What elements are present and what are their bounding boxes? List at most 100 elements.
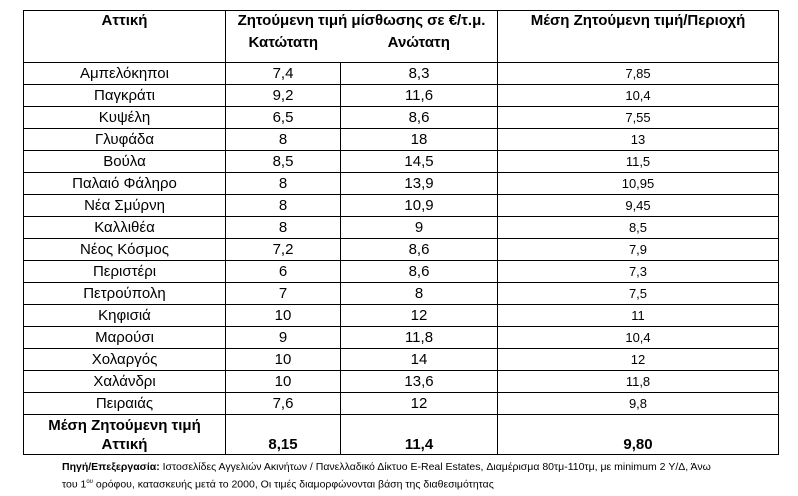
data-row: Βούλα 8,5 14,5 11,5 xyxy=(23,150,779,173)
cell: Καλλιθέα xyxy=(23,216,226,239)
cell: 7,2 xyxy=(225,238,341,261)
cell: 8 xyxy=(225,172,341,195)
region-name: Πετρούπολη xyxy=(83,284,166,302)
data-row: Μαρούσι 9 11,8 10,4 xyxy=(23,326,779,349)
cell-value: 9 xyxy=(278,328,288,346)
cell-value: 9,2 xyxy=(272,86,294,104)
cell-value: 8 xyxy=(278,130,288,148)
cell-value: 8 xyxy=(414,284,424,302)
subheaders: Κατώτατη Ανώτατη xyxy=(226,33,497,53)
data-row: Νέος Κόσμος 7,2 8,6 7,9 xyxy=(23,238,779,261)
data-row: Νέα Σμύρνη 8 10,9 9,45 xyxy=(23,194,779,217)
summary-row: Μέση Ζητούμενη τιμή Αττική 8,15 11,4 9,80 xyxy=(23,414,779,455)
cell-value: 10 xyxy=(274,350,292,368)
cell-value: 10 xyxy=(274,372,292,390)
cell: Περιστέρι xyxy=(23,260,226,283)
cell: Πειραιάς xyxy=(23,392,226,415)
footer-sup: ου xyxy=(86,479,93,485)
cell-value: 9 xyxy=(414,218,424,236)
cell: 8 xyxy=(225,216,341,239)
cell: Χαλάνδρι xyxy=(23,370,226,393)
cell-value: 9,45 xyxy=(625,197,651,213)
cell: Μαρούσι xyxy=(23,326,226,349)
cell-value: 14 xyxy=(410,350,428,368)
cell-value: 8,5 xyxy=(272,152,294,170)
region-name: Χαλάνδρι xyxy=(93,372,156,390)
cell: 14 xyxy=(340,348,498,371)
cell: 7,4 xyxy=(225,62,341,85)
cell-value: 8 xyxy=(278,218,288,236)
cell-value: 7,4 xyxy=(272,64,294,82)
cell-value: 11,6 xyxy=(404,86,434,104)
region-name: Περιστέρι xyxy=(92,262,157,280)
summary-label: Μέση Ζητούμενη τιμή xyxy=(48,417,201,434)
cell: 10,4 xyxy=(497,326,779,349)
cell-value: 6 xyxy=(278,262,288,280)
cell: 11,8 xyxy=(340,326,498,349)
cell: 6,5 xyxy=(225,106,341,129)
cell: 12 xyxy=(340,392,498,415)
region-name: Βούλα xyxy=(103,152,146,170)
header-row: Αττική Ζητούμενη τιμή μίσθωσης σε €/τ.μ.… xyxy=(23,10,779,63)
cell: Παλαιό Φάληρο xyxy=(23,172,226,195)
cell-value: 6,5 xyxy=(272,108,294,126)
cell: 11 xyxy=(497,304,779,327)
cell-value: 14,5 xyxy=(404,152,434,170)
region-name: Παλαιό Φάληρο xyxy=(72,174,177,192)
table-body: Αττική Ζητούμενη τιμή μίσθωσης σε €/τ.μ.… xyxy=(23,10,779,455)
cell-value: 8,5 xyxy=(628,219,648,235)
region-name: Μαρούσι xyxy=(95,328,154,346)
cell-value: 11,8 xyxy=(404,328,434,346)
cell-value: 10 xyxy=(274,306,292,324)
cell: 12 xyxy=(340,304,498,327)
data-row: Καλλιθέα 8 9 8,5 xyxy=(23,216,779,239)
cell-value: 8,6 xyxy=(408,240,430,258)
data-row: Γλυφάδα 8 18 13 xyxy=(23,128,779,151)
cell: Βούλα xyxy=(23,150,226,173)
cell: Αμπελόκηποι xyxy=(23,62,226,85)
cell: 13,6 xyxy=(340,370,498,393)
cell-value: 8,6 xyxy=(408,262,430,280)
cell: 7,3 xyxy=(497,260,779,283)
subheader: Κατώτατη xyxy=(248,34,319,51)
data-row: Χαλάνδρι 10 13,6 11,8 xyxy=(23,370,779,393)
data-row: Παγκράτι 9,2 11,6 10,4 xyxy=(23,84,779,107)
cell-value: 7,85 xyxy=(625,65,651,81)
data-row: Αμπελόκηποι 7,4 8,3 7,85 xyxy=(23,62,779,85)
cell-value: 7 xyxy=(278,284,288,302)
cell-value: 7,2 xyxy=(272,240,294,258)
cell-value: 18 xyxy=(410,130,428,148)
cell: 10 xyxy=(225,370,341,393)
summary-value: 9,80 xyxy=(623,436,653,453)
cell-value: 8 xyxy=(278,196,288,214)
region-name: Χολαργός xyxy=(91,350,158,368)
footer-text: Ιστοσελίδες Αγγελιών Ακινήτων / Πανελλαδ… xyxy=(162,461,711,473)
cell: 7,9 xyxy=(497,238,779,261)
region-name: Νέα Σμύρνη xyxy=(84,196,165,214)
header-cell: Ζητούμενη τιμή μίσθωσης σε €/τ.μ. Κατώτα… xyxy=(225,10,498,63)
cell-value: 7,9 xyxy=(628,241,648,257)
cell: 13,9 xyxy=(340,172,498,195)
region-name: Γλυφάδα xyxy=(94,130,155,148)
cell: 9 xyxy=(225,326,341,349)
cell-value: 13,6 xyxy=(404,372,434,390)
cell: Κηφισιά xyxy=(23,304,226,327)
cell-value: 10,9 xyxy=(404,196,434,214)
cell: Μέση Ζητούμενη τιμή Αττική xyxy=(23,414,226,455)
header-cell: Αττική xyxy=(23,10,226,63)
cell: 7 xyxy=(225,282,341,305)
cell-value: 7,55 xyxy=(625,109,651,125)
cell: Παγκράτι xyxy=(23,84,226,107)
cell: Χολαργός xyxy=(23,348,226,371)
subheader: Ανώτατη xyxy=(387,34,450,51)
cell-value: 12 xyxy=(410,306,428,324)
cell: 6 xyxy=(225,260,341,283)
cell: Πετρούπολη xyxy=(23,282,226,305)
header-cell: Μέση Ζητούμενη τιμή/Περιοχή xyxy=(497,10,779,63)
footer-text: ορόφου, κατασκευής μετά το 2000, Οι τιμέ… xyxy=(92,478,494,491)
cell: 8,5 xyxy=(225,150,341,173)
cell: 9 xyxy=(340,216,498,239)
cell: 11,8 xyxy=(497,370,779,393)
footer-label: Πηγή/Επεξεργασία: xyxy=(62,461,160,473)
header-text: Αττική xyxy=(101,12,148,29)
